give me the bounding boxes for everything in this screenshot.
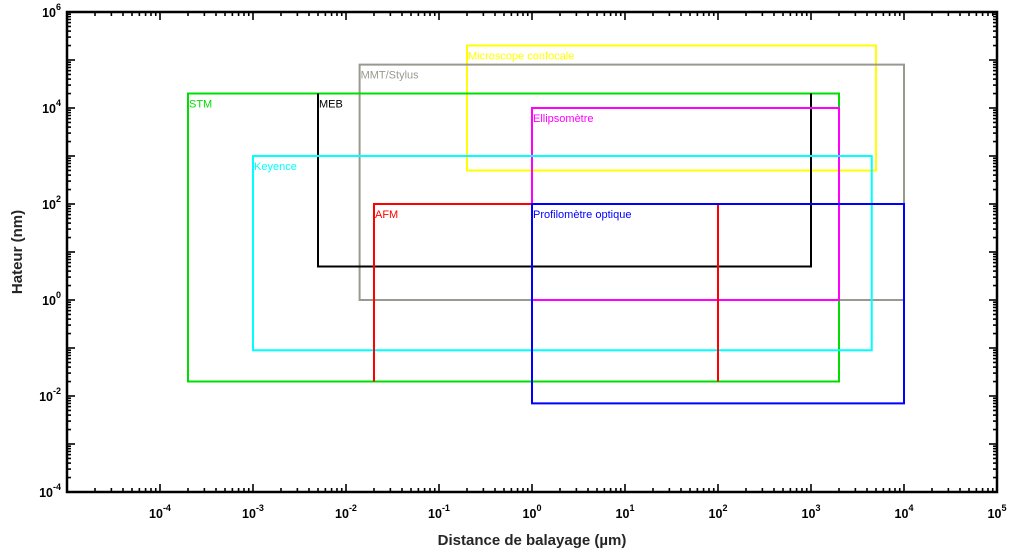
region-label-ellipsom-tre: Ellipsomètre: [533, 113, 594, 125]
region-label-stm: STM: [189, 99, 212, 111]
y-tick-label: 10-4: [39, 482, 61, 500]
x-axis-title: Distance de balayage (µm): [438, 532, 627, 549]
x-tick-label: 103: [802, 503, 821, 521]
x-tick-label: 101: [616, 503, 635, 521]
y-axis-title: Hateur (nm): [9, 210, 26, 294]
regions: Microscope confocale MMT/Stylus STM MEB Elli…: [186, 44, 905, 405]
region-label-mmt-stylus: MMT/Stylus: [361, 70, 420, 82]
region-keyence: [252, 155, 873, 352]
x-tick-label: 105: [988, 503, 1007, 521]
region-profilom-tre-optique: [531, 203, 905, 405]
y-tick-label: 100: [42, 290, 61, 308]
region-label-microscope-confocale: Microscope confocale: [468, 51, 574, 63]
region-stm: [186, 92, 840, 383]
x-tick-label: 10-3: [242, 503, 264, 521]
region-label-profilom-tre-optique: Profilomètre optique: [533, 209, 631, 221]
plot-frame: [65, 10, 999, 494]
x-tick-label: 10-1: [428, 503, 450, 521]
region-label-meb: MEB: [319, 99, 343, 111]
x-tick-label: 104: [895, 503, 914, 521]
x-tick-label: 10-4: [149, 503, 171, 521]
region-microscope-confocale: [465, 44, 878, 172]
y-tick-label: 104: [42, 98, 61, 116]
x-tick-label: 102: [709, 503, 728, 521]
region-label-afm: AFM: [375, 209, 398, 221]
x-tick-label: 10-2: [335, 503, 357, 521]
y-tick-label: 102: [42, 194, 61, 212]
tick-labels: 10-4 10-3 10-2 10-1 100 101 102 103 104 105 10-4 10…: [39, 2, 1006, 521]
y-tick-label: 10-2: [39, 386, 61, 404]
x-tick-label: 100: [523, 503, 542, 521]
region-label-keyence: Keyence: [254, 161, 297, 173]
y-tick-label: 106: [42, 2, 61, 20]
region-meb: [317, 93, 812, 268]
